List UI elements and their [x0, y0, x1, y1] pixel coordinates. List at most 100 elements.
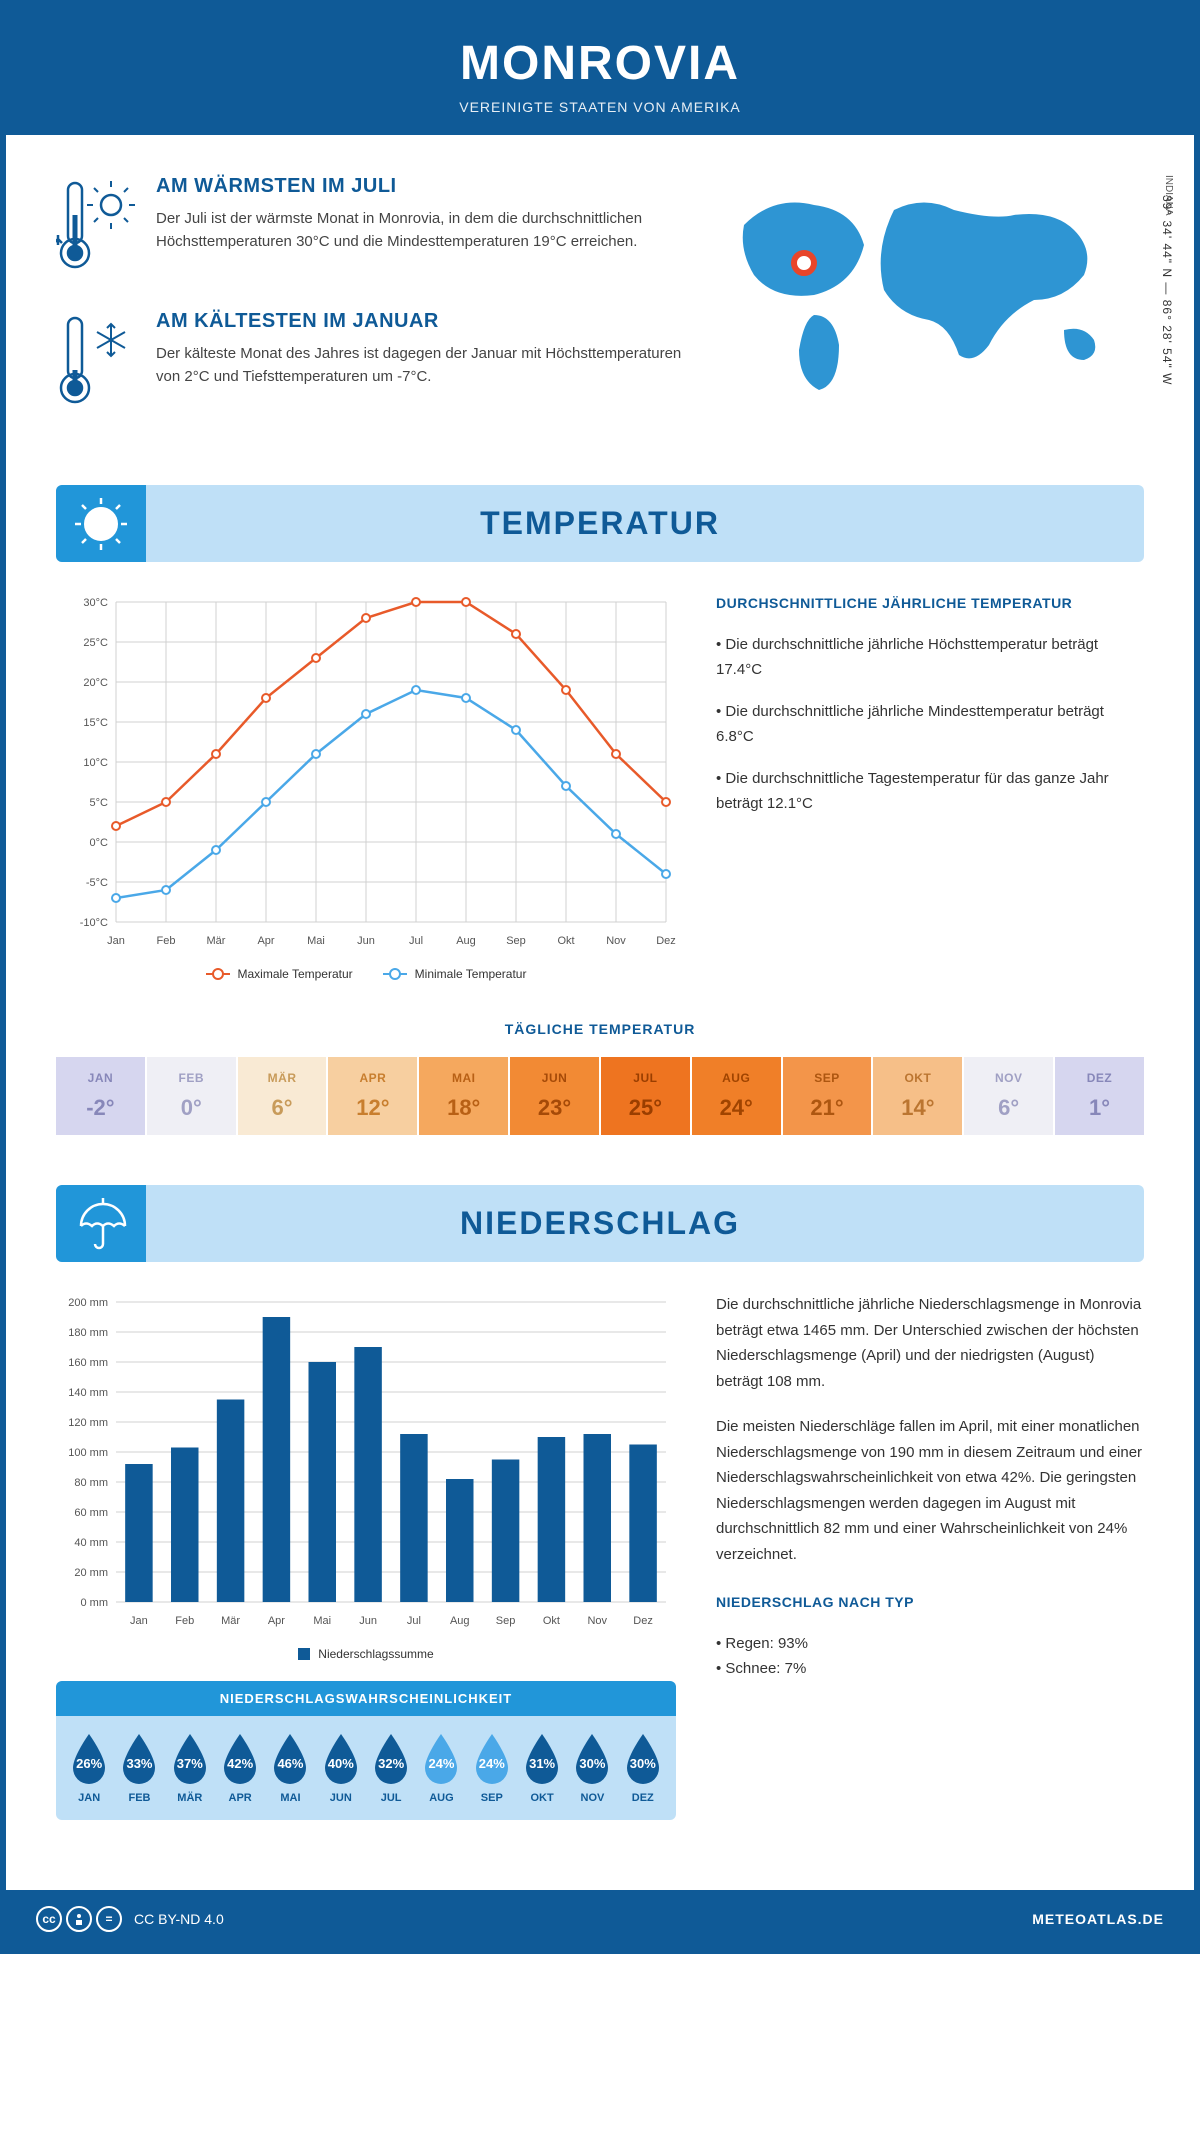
svg-text:-10°C: -10°C: [80, 917, 108, 929]
daily-cell: NOV6°: [964, 1057, 1053, 1135]
drop-icon: 33%: [117, 1732, 161, 1786]
legend-max: Maximale Temperatur: [206, 967, 353, 981]
drop-icon: 46%: [268, 1732, 312, 1786]
svg-text:Jun: Jun: [359, 1615, 377, 1627]
svg-text:Jan: Jan: [107, 935, 125, 947]
daily-cell: OKT14°: [873, 1057, 962, 1135]
svg-text:Jun: Jun: [357, 935, 375, 947]
drop-icon: 26%: [67, 1732, 111, 1786]
svg-text:Mai: Mai: [307, 935, 325, 947]
svg-text:Nov: Nov: [587, 1615, 607, 1627]
svg-text:Okt: Okt: [557, 935, 574, 947]
umbrella-icon: [56, 1185, 146, 1262]
page: MONROVIA VEREINIGTE STAATEN VON AMERIKA …: [0, 0, 1200, 1954]
daily-cell: MÄR6°: [238, 1057, 327, 1135]
cc-icons: cc =: [36, 1906, 122, 1932]
prob-cell: 30%NOV: [569, 1732, 615, 1804]
prob-cell: 33%FEB: [116, 1732, 162, 1804]
daily-cell: MAI18°: [419, 1057, 508, 1135]
daily-cell: AUG24°: [692, 1057, 781, 1135]
temperature-line-chart: -10°C-5°C0°C5°C10°C15°C20°C25°C30°CJanFe…: [56, 592, 676, 981]
svg-text:Aug: Aug: [450, 1615, 470, 1627]
svg-text:5°C: 5°C: [90, 797, 109, 809]
daily-cell: JUL25°: [601, 1057, 690, 1135]
cc-icon: cc: [36, 1906, 62, 1932]
svg-text:Sep: Sep: [506, 935, 526, 947]
svg-text:Mär: Mär: [221, 1615, 240, 1627]
daily-cell: JUN23°: [510, 1057, 599, 1135]
drop-icon: 32%: [369, 1732, 413, 1786]
page-title: MONROVIA: [6, 36, 1194, 91]
svg-text:Mär: Mär: [207, 935, 226, 947]
daily-cell: DEZ1°: [1055, 1057, 1144, 1135]
legend-min: Minimale Temperatur: [383, 967, 527, 981]
svg-text:Okt: Okt: [543, 1615, 560, 1627]
svg-text:Mai: Mai: [313, 1615, 331, 1627]
nd-icon: =: [96, 1906, 122, 1932]
svg-text:60 mm: 60 mm: [74, 1507, 108, 1519]
precipitation-section-header: NIEDERSCHLAG: [56, 1185, 1144, 1262]
daily-cell: SEP21°: [783, 1057, 872, 1135]
prob-cell: 42%APR: [217, 1732, 263, 1804]
temperature-section-header: TEMPERATUR: [56, 485, 1144, 562]
drop-icon: 42%: [218, 1732, 262, 1786]
svg-text:25°C: 25°C: [83, 637, 108, 649]
prob-cell: 40%JUN: [318, 1732, 364, 1804]
svg-text:20 mm: 20 mm: [74, 1567, 108, 1579]
svg-text:140 mm: 140 mm: [68, 1387, 108, 1399]
precipitation-heading: NIEDERSCHLAG: [76, 1205, 1124, 1242]
svg-text:Nov: Nov: [606, 935, 626, 947]
drop-icon: 24%: [470, 1732, 514, 1786]
header: MONROVIA VEREINIGTE STAATEN VON AMERIKA: [6, 6, 1194, 135]
svg-text:40 mm: 40 mm: [74, 1537, 108, 1549]
prob-cell: 26%JAN: [66, 1732, 112, 1804]
svg-text:Jan: Jan: [130, 1615, 148, 1627]
warmest-heading: AM WÄRMSTEN IM JULI: [156, 175, 684, 198]
prob-cell: 32%JUL: [368, 1732, 414, 1804]
svg-text:160 mm: 160 mm: [68, 1357, 108, 1369]
thermometer-snow-icon: [56, 310, 136, 415]
svg-text:Apr: Apr: [268, 1615, 285, 1627]
drop-icon: 30%: [621, 1732, 665, 1786]
svg-text:Apr: Apr: [257, 935, 274, 947]
precipitation-summary: Die durchschnittliche jährliche Niedersc…: [716, 1292, 1144, 1820]
svg-text:Dez: Dez: [656, 935, 676, 947]
daily-cell: FEB0°: [147, 1057, 236, 1135]
temperature-heading: TEMPERATUR: [76, 505, 1124, 542]
warmest-text: Der Juli ist der wärmste Monat in Monrov…: [156, 208, 684, 253]
svg-text:80 mm: 80 mm: [74, 1477, 108, 1489]
svg-text:Feb: Feb: [157, 935, 176, 947]
drop-icon: 30%: [570, 1732, 614, 1786]
svg-text:Sep: Sep: [496, 1615, 516, 1627]
daily-temp-table: JAN-2°FEB0°MÄR6°APR12°MAI18°JUN23°JUL25°…: [56, 1057, 1144, 1135]
svg-text:20°C: 20°C: [83, 677, 108, 689]
prob-cell: 24%AUG: [418, 1732, 464, 1804]
svg-text:Jul: Jul: [407, 1615, 421, 1627]
svg-text:180 mm: 180 mm: [68, 1327, 108, 1339]
svg-text:0°C: 0°C: [90, 837, 109, 849]
prob-cell: 37%MÄR: [167, 1732, 213, 1804]
temperature-summary: DURCHSCHNITTLICHE JÄHRLICHE TEMPERATUR •…: [716, 592, 1144, 981]
coordinates: 39° 34' 44" N — 86° 28' 54" W: [1160, 195, 1174, 385]
svg-text:100 mm: 100 mm: [68, 1447, 108, 1459]
prob-cell: 24%SEP: [469, 1732, 515, 1804]
license-label: CC BY-ND 4.0: [134, 1911, 224, 1927]
svg-text:15°C: 15°C: [83, 717, 108, 729]
page-subtitle: VEREINIGTE STAATEN VON AMERIKA: [6, 99, 1194, 115]
svg-text:120 mm: 120 mm: [68, 1417, 108, 1429]
drop-icon: 37%: [168, 1732, 212, 1786]
footer: cc = CC BY-ND 4.0 METEOATLAS.DE: [6, 1890, 1194, 1948]
prob-cell: 30%DEZ: [620, 1732, 666, 1804]
precipitation-probability: NIEDERSCHLAGSWAHRSCHEINLICHKEIT 26%JAN33…: [56, 1681, 676, 1820]
precipitation-bar-chart: 0 mm20 mm40 mm60 mm80 mm100 mm120 mm140 …: [56, 1292, 676, 1820]
drop-icon: 31%: [520, 1732, 564, 1786]
svg-text:Feb: Feb: [175, 1615, 194, 1627]
daily-temp-title: TÄGLICHE TEMPERATUR: [56, 1021, 1144, 1037]
daily-cell: JAN-2°: [56, 1057, 145, 1135]
svg-text:Dez: Dez: [633, 1615, 653, 1627]
prob-cell: 31%OKT: [519, 1732, 565, 1804]
world-map: INDIANA 39° 34' 44" N — 86° 28' 54" W: [724, 175, 1144, 445]
drop-icon: 40%: [319, 1732, 363, 1786]
by-icon: [66, 1906, 92, 1932]
svg-text:30°C: 30°C: [83, 597, 108, 609]
